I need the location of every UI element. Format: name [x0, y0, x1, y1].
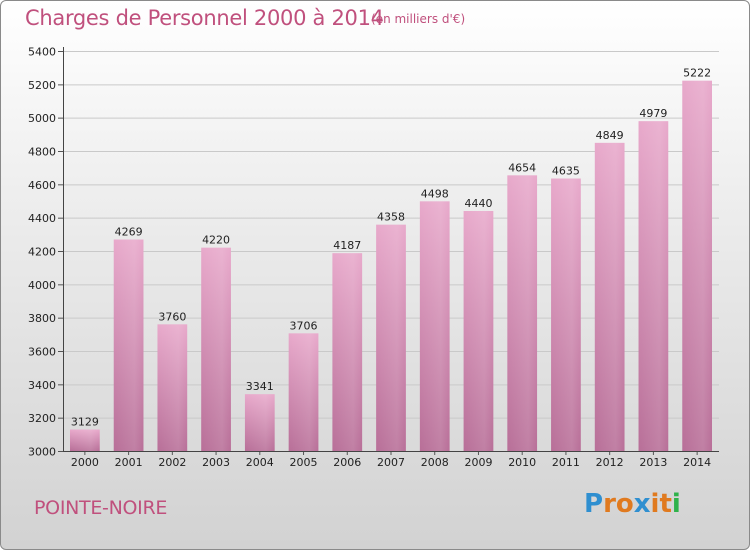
x-tick-label: 2010: [508, 456, 536, 469]
logo-letter: t: [659, 489, 672, 519]
x-tick-label: 2008: [421, 456, 449, 469]
axes: [63, 47, 719, 452]
x-tick-label: 2014: [683, 456, 711, 469]
x-tick-label: 2005: [290, 456, 318, 469]
x-tick-label: 2003: [202, 456, 230, 469]
value-label: 4187: [333, 239, 361, 252]
city-name: POINTE-NOIRE: [34, 497, 168, 519]
bar-highlight: [201, 247, 231, 451]
value-label: 4358: [377, 211, 405, 224]
chart-subtitle: (en milliers d'€): [371, 12, 466, 26]
value-label: 4849: [596, 129, 624, 142]
x-tick-label: 2001: [115, 456, 143, 469]
value-labels: 3129 4269 3760 4220 3341 3706 4187 4358 4498 4440…: [71, 67, 711, 429]
value-label: 4269: [115, 226, 143, 239]
logo-letter: i: [650, 489, 660, 519]
chart-title: Charges de Personnel 2000 à 2014: [25, 6, 384, 30]
bar-highlight: [638, 121, 669, 452]
y-tick-label: 3400: [28, 379, 56, 392]
x-tick-label: 2009: [464, 456, 492, 469]
bar-highlight: [507, 175, 538, 452]
y-axis-ticks: 3000 3200 3400 3600 3800 4000 4200 4400 4600 4800…: [28, 46, 63, 459]
bar-highlight: [376, 224, 406, 451]
value-label: 4979: [639, 107, 667, 120]
y-tick-label: 3600: [28, 346, 56, 359]
value-label: 4635: [552, 165, 580, 178]
logo-letter: x: [633, 489, 651, 519]
bars: [69, 80, 713, 452]
value-label: 4498: [421, 187, 449, 200]
value-label: 3760: [158, 310, 186, 323]
x-tick-label: 2007: [377, 456, 405, 469]
x-tick-label: 2013: [639, 456, 667, 469]
x-tick-label: 2004: [246, 456, 274, 469]
bar-highlight: [244, 394, 275, 451]
bar-highlight: [682, 80, 713, 452]
bar-highlight: [288, 333, 319, 451]
logo-letter: i: [671, 489, 681, 519]
value-label: 5222: [683, 67, 711, 80]
x-tick-label: 2006: [333, 456, 361, 469]
bar-highlight: [551, 178, 581, 451]
logo-letter: o: [615, 489, 634, 519]
y-tick-label: 5000: [28, 112, 56, 125]
x-tick-label: 2011: [552, 456, 580, 469]
bar-highlight: [594, 142, 625, 452]
value-label: 4440: [464, 197, 492, 210]
x-tick-label: 2002: [158, 456, 186, 469]
logo-letter: P: [584, 489, 604, 519]
y-tick-label: 3000: [28, 446, 56, 459]
value-label: 3341: [246, 380, 274, 393]
proxiti-logo: Proxiti: [584, 489, 681, 519]
bar-highlight: [157, 324, 188, 451]
logo-letter: r: [603, 489, 616, 519]
bar-highlight: [463, 211, 494, 451]
y-tick-label: 3800: [28, 312, 56, 325]
y-tick-label: 5400: [28, 46, 56, 59]
value-label: 3706: [290, 319, 318, 332]
bar-highlight: [113, 239, 144, 451]
y-tick-label: 5200: [28, 79, 56, 92]
value-label: 4220: [202, 234, 230, 247]
y-tick-label: 4600: [28, 179, 56, 192]
bar-highlight: [332, 253, 363, 451]
value-label: 4654: [508, 161, 536, 174]
x-axis-ticks: 2000 2001 2002 2003 2004 2005 2006 2007 2008 2009…: [71, 451, 711, 469]
bar-highlight: [419, 201, 450, 451]
bar-highlight: [69, 429, 100, 451]
y-tick-label: 3200: [28, 412, 56, 425]
y-tick-label: 4200: [28, 246, 56, 259]
value-label: 3129: [71, 416, 99, 429]
y-tick-label: 4800: [28, 146, 56, 159]
y-tick-label: 4400: [28, 212, 56, 225]
y-tick-label: 4000: [28, 279, 56, 292]
x-tick-label: 2000: [71, 456, 99, 469]
x-tick-label: 2012: [596, 456, 624, 469]
